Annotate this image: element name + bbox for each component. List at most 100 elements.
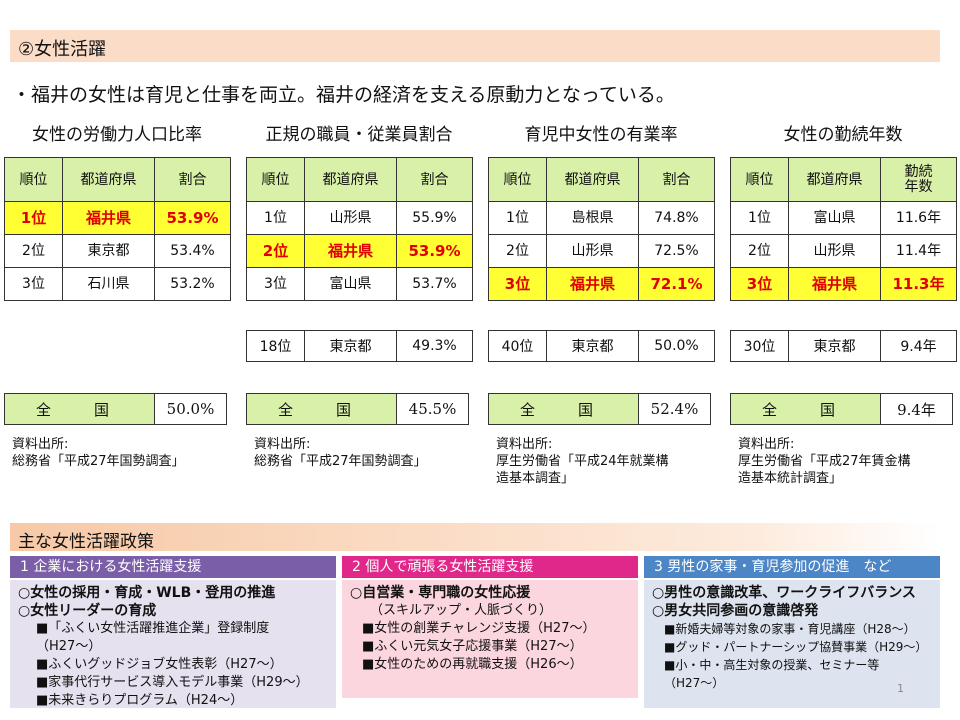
tokyo-row-3: 40位 東京都 50.0% bbox=[488, 330, 715, 362]
source-note-4: 資料出所: 厚生労働省「平成27年賃金構 造基本統計調査」 bbox=[738, 436, 958, 487]
national-row-3: 全 国 52.4% bbox=[488, 393, 711, 425]
table-header-row: 順位 都道府県 割合 bbox=[246, 157, 473, 202]
header-cell: 割合 bbox=[638, 157, 715, 202]
value-cell: 53.9% bbox=[154, 201, 231, 235]
page-title: ②女性活躍 bbox=[18, 39, 107, 60]
national-row-4: 全 国 9.4年 bbox=[730, 393, 953, 425]
policy-tab-1: 1 企業における女性活躍支援 bbox=[10, 556, 336, 578]
table-row: 2位 山形県 11.4年 bbox=[730, 234, 957, 268]
rank-cell: 3位 bbox=[488, 267, 547, 301]
header-cell: 順位 bbox=[488, 157, 547, 202]
rank-cell: 1位 bbox=[488, 201, 547, 235]
policy-item: ■女性の創業チャレンジ支援（H27〜） bbox=[362, 621, 596, 636]
rank-cell: 2位 bbox=[488, 234, 547, 268]
header-cell: 都道府県 bbox=[304, 157, 397, 202]
policy-box-1: ○女性の採用・育成・WLB・登用の推進 ○女性リーダーの育成 ■「ふくい女性活躍… bbox=[10, 580, 336, 708]
national-value: 45.5% bbox=[396, 393, 469, 425]
source-label: 資料出所: bbox=[496, 437, 553, 452]
table-row-highlight: 3位 福井県 72.1% bbox=[488, 267, 715, 301]
source-text: 総務省「平成27年国勢調査」 bbox=[12, 454, 185, 469]
table-row: 1位 富山県 11.6年 bbox=[730, 201, 957, 235]
national-row-2: 全 国 45.5% bbox=[246, 393, 469, 425]
national-label: 全 国 bbox=[4, 393, 155, 425]
rank-cell: 1位 bbox=[4, 201, 63, 235]
rank-cell: 18位 bbox=[246, 330, 305, 362]
pref-cell: 福井県 bbox=[788, 267, 881, 301]
policy-item: ■グッド・パートナーシップ協賛事業（H29〜） bbox=[664, 640, 928, 654]
policy-item: ■女性のための再就職支援（H26〜） bbox=[362, 657, 583, 672]
lead-text: ・福井の女性は育児と仕事を両立。福井の経済を支える原動力となっている。 bbox=[12, 84, 675, 106]
rank-cell: 3位 bbox=[4, 267, 63, 301]
header-cell: 割合 bbox=[396, 157, 473, 202]
rank-cell: 2位 bbox=[4, 234, 63, 268]
rank-cell: 2位 bbox=[730, 234, 789, 268]
table-header-row: 順位 都道府県 割合 bbox=[488, 157, 715, 202]
source-text: 造基本調査」 bbox=[496, 471, 575, 486]
header-cell-line: 勤続年数 bbox=[904, 163, 933, 195]
value-cell: 53.7% bbox=[396, 267, 473, 301]
pref-cell: 東京都 bbox=[546, 330, 639, 362]
header-cell: 都道府県 bbox=[546, 157, 639, 202]
pref-cell: 山形県 bbox=[788, 234, 881, 268]
ranking-table-4: 順位 都道府県 勤続年数 1位 富山県 11.6年 2位 山形県 11.4年 3… bbox=[730, 157, 957, 301]
value-cell: 50.0% bbox=[638, 330, 715, 362]
policy-box-3: ○男性の意識改革、ワークライフバランス ○男女共同参画の意識啓発 ■新婚夫婦等対… bbox=[644, 580, 940, 708]
value-cell: 11.3年 bbox=[880, 267, 957, 301]
pref-cell: 山形県 bbox=[304, 201, 397, 235]
national-label: 全 国 bbox=[730, 393, 881, 425]
policy-item: ■小・中・高生対象の授業、セミナー等（H27〜） bbox=[664, 658, 880, 690]
policy-line: ○自営業・専門職の女性応援 bbox=[350, 585, 531, 601]
rank-cell: 3位 bbox=[246, 267, 305, 301]
policy-line: ○女性リーダーの育成 bbox=[18, 603, 157, 619]
source-text: 厚生労働省「平成27年賃金構 bbox=[738, 454, 911, 469]
value-cell: 53.4% bbox=[154, 234, 231, 268]
policy-tab-2: 2 個人で頑張る女性活躍支援 bbox=[342, 556, 638, 578]
national-value: 50.0% bbox=[154, 393, 227, 425]
pref-cell: 島根県 bbox=[546, 201, 639, 235]
source-label: 資料出所: bbox=[12, 437, 69, 452]
pref-cell: 福井県 bbox=[62, 201, 155, 235]
section-title-2: 正規の職員・従業員割合 bbox=[265, 125, 453, 145]
table-row: 2位 山形県 72.5% bbox=[488, 234, 715, 268]
pref-cell: 福井県 bbox=[546, 267, 639, 301]
page-number: 1 bbox=[897, 682, 904, 695]
header-cell: 割合 bbox=[154, 157, 231, 202]
pref-cell: 東京都 bbox=[62, 234, 155, 268]
table-header-row: 順位 都道府県 勤続年数 bbox=[730, 157, 957, 202]
table-header-row: 順位 都道府県 割合 bbox=[4, 157, 231, 202]
tokyo-row-4: 30位 東京都 9.4年 bbox=[730, 330, 957, 362]
value-cell: 49.3% bbox=[396, 330, 473, 362]
national-row-1: 全 国 50.0% bbox=[4, 393, 227, 425]
policy-tab-3: 3 男性の家事・育児参加の促進 など bbox=[644, 556, 940, 578]
rank-cell: 1位 bbox=[246, 201, 305, 235]
policy-line: ○男女共同参画の意識啓発 bbox=[652, 603, 819, 619]
header-cell: 順位 bbox=[246, 157, 305, 202]
pref-cell: 富山県 bbox=[304, 267, 397, 301]
table-row: 3位 石川県 53.2% bbox=[4, 267, 231, 301]
national-value: 52.4% bbox=[638, 393, 711, 425]
policy-line: ○男性の意識改革、ワークライフバランス bbox=[652, 585, 916, 601]
policy-item: ■未来きらりプログラム（H24〜） bbox=[36, 693, 244, 708]
value-cell: 55.9% bbox=[396, 201, 473, 235]
source-text: 総務省「平成27年国勢調査」 bbox=[254, 454, 427, 469]
section-title-4: 女性の勤続年数 bbox=[783, 125, 903, 145]
rank-cell: 30位 bbox=[730, 330, 789, 362]
source-label: 資料出所: bbox=[738, 437, 795, 452]
policy-item: ■ふくい元気女子応援事業（H27〜） bbox=[362, 639, 583, 654]
table-row: 1位 山形県 55.9% bbox=[246, 201, 473, 235]
source-label: 資料出所: bbox=[254, 437, 311, 452]
national-label: 全 国 bbox=[246, 393, 397, 425]
ranking-table-1: 順位 都道府県 割合 1位 福井県 53.9% 2位 東京都 53.4% 3位 … bbox=[4, 157, 231, 301]
source-text: 厚生労働省「平成24年就業構 bbox=[496, 454, 669, 469]
header-cell: 順位 bbox=[4, 157, 63, 202]
header-cell: 勤続年数 bbox=[880, 157, 957, 202]
header-cell: 都道府県 bbox=[788, 157, 881, 202]
source-note-2: 資料出所: 総務省「平成27年国勢調査」 bbox=[254, 436, 474, 470]
value-cell: 11.4年 bbox=[880, 234, 957, 268]
table-row: 2位 東京都 53.4% bbox=[4, 234, 231, 268]
pref-cell: 富山県 bbox=[788, 201, 881, 235]
ranking-table-3: 順位 都道府県 割合 1位 島根県 74.8% 2位 山形県 72.5% 3位 … bbox=[488, 157, 715, 301]
pref-cell: 石川県 bbox=[62, 267, 155, 301]
pref-cell: 東京都 bbox=[304, 330, 397, 362]
rank-cell: 3位 bbox=[730, 267, 789, 301]
